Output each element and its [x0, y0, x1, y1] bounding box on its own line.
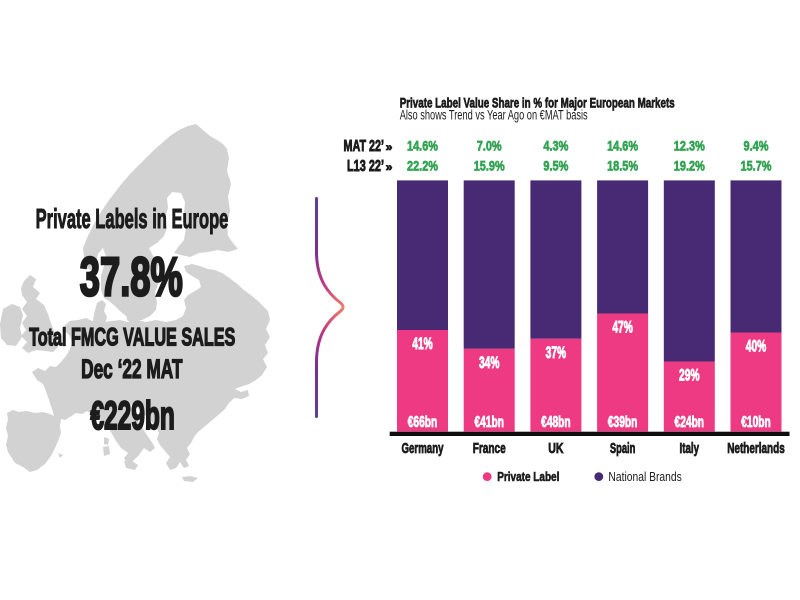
svg-text:France: France: [473, 440, 506, 457]
svg-text:€48bn: €48bn: [541, 414, 571, 431]
svg-text:€10bn: €10bn: [741, 414, 771, 431]
svg-text:15.7%: 15.7%: [741, 158, 772, 174]
svg-text:19.2%: 19.2%: [674, 158, 705, 174]
svg-text:MAT 22’: MAT 22’: [344, 138, 385, 155]
svg-text:29%: 29%: [679, 366, 700, 385]
svg-text:40%: 40%: [746, 337, 767, 356]
svg-text:Germany: Germany: [402, 440, 444, 457]
svg-text:Total FMCG VALUE SALES: Total FMCG VALUE SALES: [29, 323, 235, 351]
svg-text:Italy: Italy: [680, 440, 700, 457]
svg-text:L13 22’: L13 22’: [347, 158, 384, 175]
svg-text:9.4%: 9.4%: [744, 138, 769, 154]
svg-text:Private Label Value Share in %: Private Label Value Share in % for Major…: [400, 95, 675, 111]
svg-text:Netherlands: Netherlands: [727, 440, 785, 457]
svg-text:9.5%: 9.5%: [543, 158, 568, 174]
svg-text:Private Labels in Europe: Private Labels in Europe: [36, 203, 229, 234]
svg-text:34%: 34%: [479, 353, 500, 372]
svg-text:National Brands: National Brands: [608, 469, 682, 484]
svg-text:Private Label: Private Label: [497, 469, 559, 484]
svg-text:15.9%: 15.9%: [474, 158, 505, 174]
svg-text:»: »: [386, 140, 393, 154]
svg-text:€229bn: €229bn: [90, 394, 175, 438]
svg-text:22.2%: 22.2%: [407, 158, 438, 174]
svg-text:47%: 47%: [612, 318, 633, 337]
svg-text:12.3%: 12.3%: [674, 138, 705, 154]
svg-text:7.0%: 7.0%: [477, 138, 502, 154]
svg-text:€24bn: €24bn: [675, 414, 705, 431]
svg-text:UK: UK: [548, 440, 563, 457]
svg-text:37.8%: 37.8%: [80, 245, 183, 307]
svg-text:Spain: Spain: [610, 440, 636, 457]
svg-text:€39bn: €39bn: [608, 414, 638, 431]
svg-text:»: »: [386, 160, 393, 174]
svg-text:Dec ‘22 MAT: Dec ‘22 MAT: [81, 354, 182, 384]
svg-text:Also shows Trend vs Year Ago o: Also shows Trend vs Year Ago on €MAT bas…: [400, 108, 588, 123]
svg-text:14.6%: 14.6%: [407, 138, 438, 154]
svg-text:€41bn: €41bn: [474, 414, 504, 431]
svg-text:14.6%: 14.6%: [607, 138, 638, 154]
svg-text:41%: 41%: [412, 334, 433, 353]
svg-text:4.3%: 4.3%: [543, 138, 568, 154]
svg-text:€66bn: €66bn: [408, 414, 438, 431]
svg-text:18.5%: 18.5%: [607, 158, 638, 174]
svg-text:37%: 37%: [546, 343, 567, 362]
